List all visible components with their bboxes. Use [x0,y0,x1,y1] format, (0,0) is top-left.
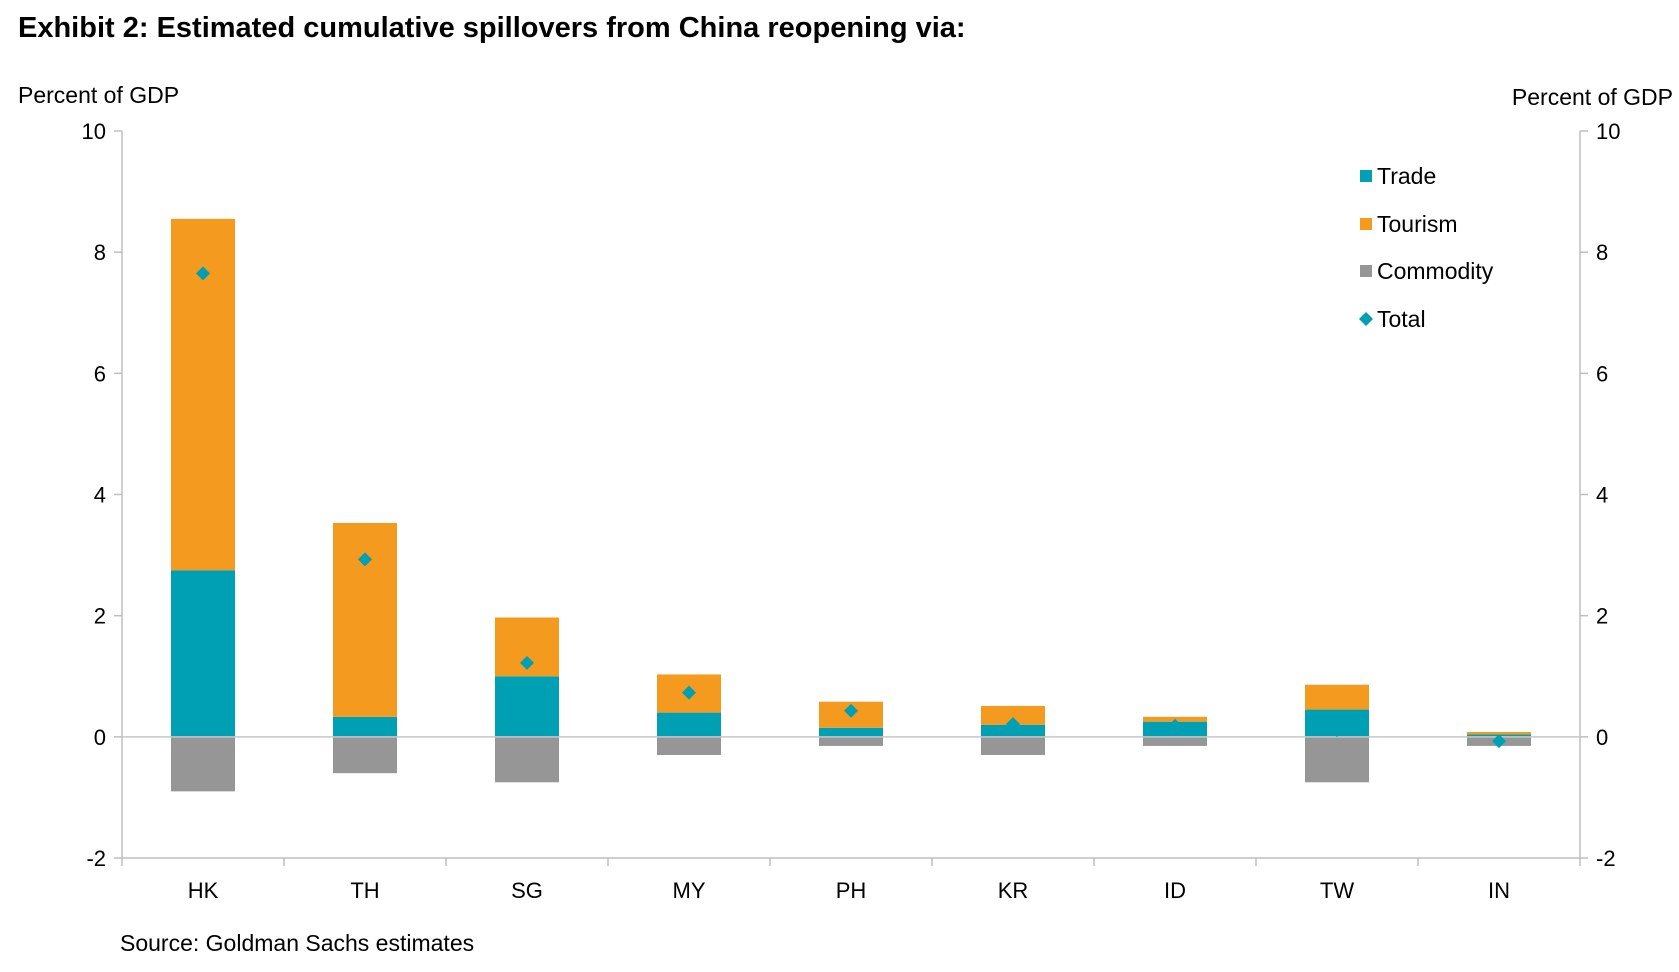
right-tick-label: 2 [1596,604,1608,629]
chart-title: Exhibit 2: Estimated cumulative spillove… [18,12,966,44]
legend-commodity-swatch [1360,265,1372,277]
commodity-bar [495,736,559,783]
right-tick-label: 10 [1596,119,1620,144]
total-marker [1168,718,1182,733]
tourism-bar [1467,731,1531,735]
tourism-bar [333,522,397,717]
trade-bar [171,570,235,737]
left-axis-unit-label: Percent of GDP [18,82,180,108]
trade-bar [819,727,883,737]
total-marker [682,685,696,700]
left-tick-label: 6 [94,361,106,386]
total-marker [358,552,372,567]
left-tick-label: 10 [82,119,106,144]
right-tick-label: 6 [1596,361,1608,386]
commodity-bar [981,736,1045,756]
category-label: TW [1320,878,1354,903]
total-marker [1330,723,1344,738]
commodity-bar [819,736,883,746]
total-marker [196,266,210,281]
right-tick-label: 8 [1596,240,1608,265]
legend-commodity-label: Commodity [1377,258,1494,284]
total-marker [1006,717,1020,732]
legend-trade-label: Trade [1377,163,1436,189]
left-tick-label: 0 [94,725,106,750]
category-label: HK [188,878,219,903]
commodity-bar [657,736,721,756]
tourism-bar [1305,684,1369,710]
legend-tourism-label: Tourism [1377,211,1458,237]
left-tick-label: 4 [94,483,106,508]
right-tick-label: -2 [1596,846,1616,871]
trade-bar [495,676,559,737]
legend-tourism-swatch [1360,218,1372,230]
left-tick-label: 8 [94,240,106,265]
source-note: Source: Goldman Sachs estimates [120,930,475,956]
category-label: ID [1164,878,1186,903]
commodity-bar [1305,736,1369,783]
legend-total-label: Total [1377,306,1426,332]
tourism-bar [981,705,1045,725]
legend-total-swatch [1359,312,1373,326]
left-tick-label: 2 [94,604,106,629]
total-marker [1492,734,1506,749]
category-label: SG [511,878,543,903]
category-label: MY [673,878,706,903]
trade-bar [657,712,721,737]
category-label: KR [998,878,1029,903]
total-marker [844,703,858,718]
legend-trade-swatch [1360,170,1372,182]
category-label: IN [1488,878,1510,903]
commodity-bar [1143,736,1207,746]
trade-bar [333,716,397,737]
commodity-bar [171,736,235,792]
category-label: PH [836,878,867,903]
right-tick-label: 4 [1596,483,1608,508]
right-tick-label: 0 [1596,725,1608,750]
left-tick-label: -2 [86,846,106,871]
commodity-bar [333,736,397,774]
category-label: TH [350,878,379,903]
total-marker [520,655,534,670]
right-axis-unit-label: Percent of GDP [1511,84,1673,110]
